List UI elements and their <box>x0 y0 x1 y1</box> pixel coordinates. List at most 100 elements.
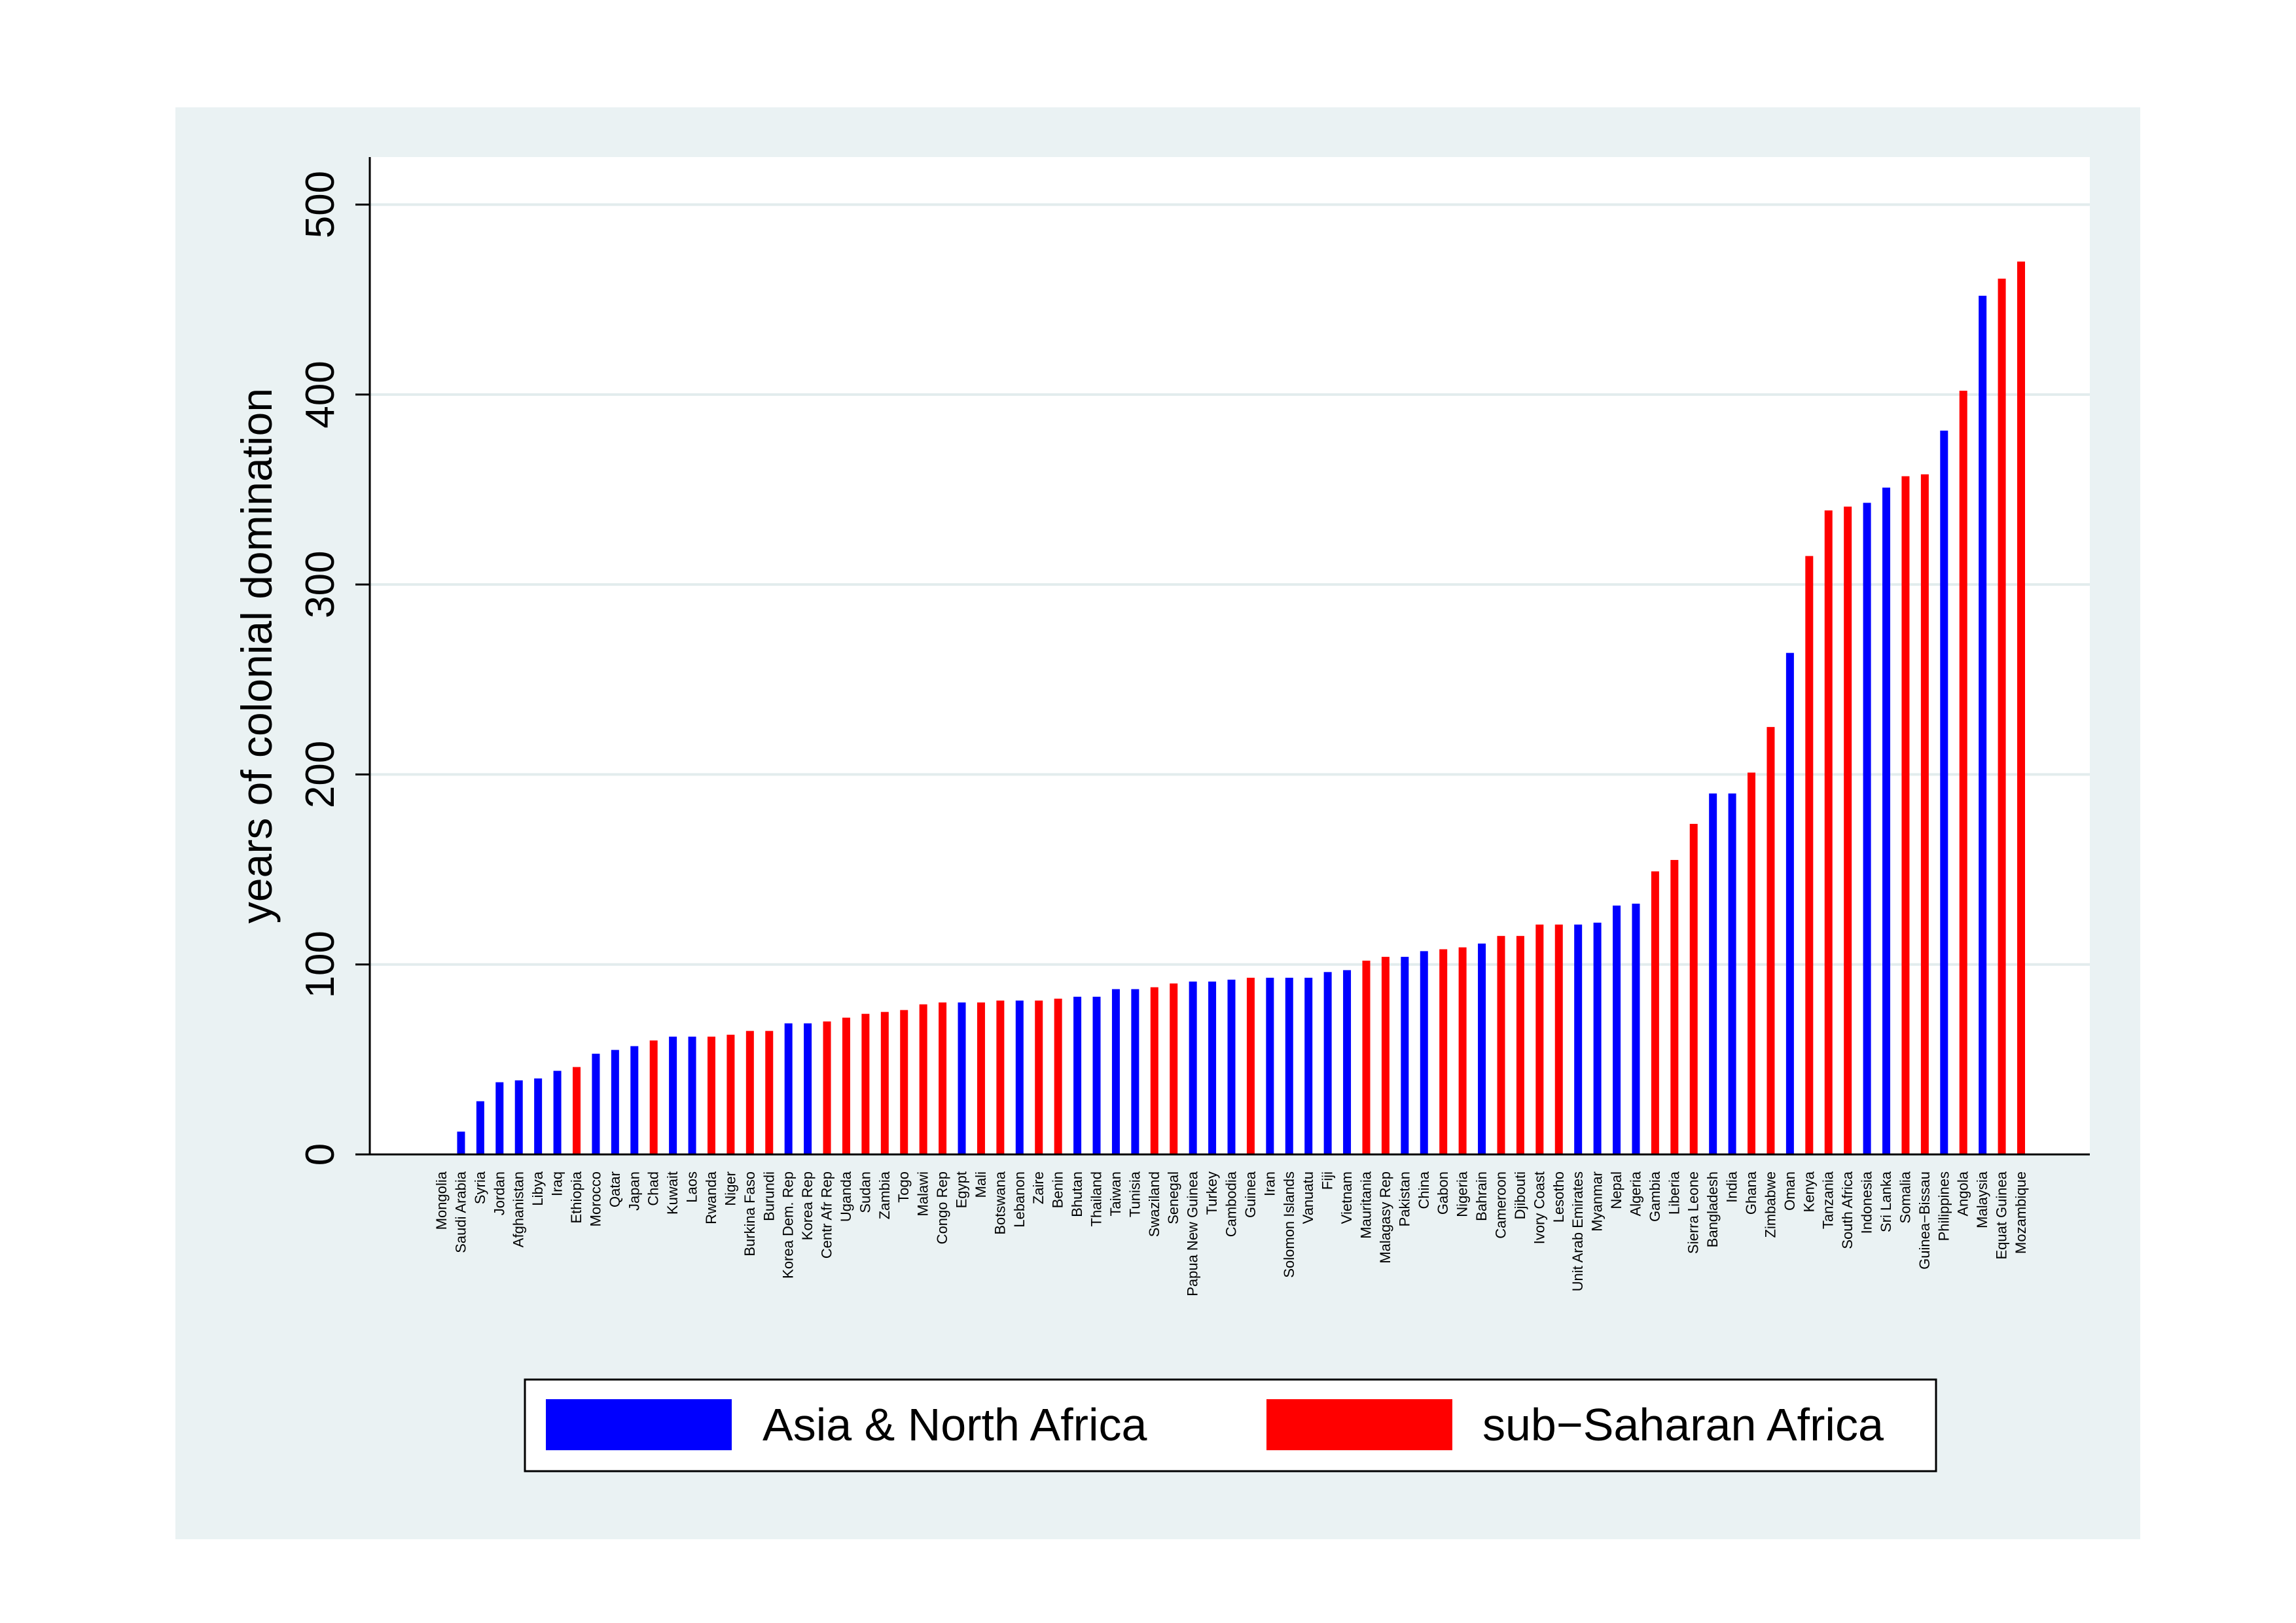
bar <box>784 1023 793 1154</box>
x-tick-label: Sri Lanka <box>1878 1171 1894 1232</box>
y-axis-title: years of colonial domination <box>232 388 281 923</box>
bar <box>1478 943 1486 1154</box>
x-tick-label: Mali <box>973 1171 989 1198</box>
bar <box>823 1021 831 1154</box>
x-tick-label: Iran <box>1261 1171 1278 1196</box>
x-tick-label: Senegal <box>1165 1171 1181 1224</box>
legend: Asia & North Africa sub−Saharan Africa <box>524 1378 1937 1472</box>
bar <box>919 1004 927 1154</box>
x-tick-label: Tanzania <box>1820 1171 1837 1229</box>
bar <box>996 1000 1005 1154</box>
bar <box>1054 998 1062 1154</box>
bar <box>900 1010 908 1154</box>
x-tick-label: Burkina Faso <box>742 1171 758 1257</box>
x-tick-label: Niger <box>722 1171 738 1206</box>
x-tick-label: Gabon <box>1435 1171 1451 1215</box>
bar <box>1035 1000 1043 1154</box>
x-tick-label: Zimbabwe <box>1762 1171 1778 1238</box>
x-tick-label: Uganda <box>838 1171 854 1222</box>
x-tick-label: Myanmar <box>1589 1171 1605 1232</box>
bar <box>553 1071 562 1154</box>
x-tick-label: Sudan <box>857 1171 873 1213</box>
y-tick-label: 100 <box>298 931 343 998</box>
x-tick-label: Tunisia <box>1126 1171 1143 1217</box>
x-tick-label: Congo Rep <box>934 1171 950 1244</box>
bar <box>1632 903 1640 1154</box>
bar <box>1613 905 1621 1154</box>
bar <box>1863 503 1871 1154</box>
x-tick-label: Benin <box>1050 1171 1066 1208</box>
bar <box>1285 978 1293 1154</box>
bar <box>669 1037 677 1154</box>
x-tick-label: Vanuatu <box>1300 1171 1316 1224</box>
x-tick-label: Lebanon <box>1011 1171 1028 1228</box>
x-tick-label: Guinea−Bissau <box>1916 1171 1933 1270</box>
x-tick-label: Malawi <box>915 1171 931 1216</box>
x-tick-label: Saudi Arabia <box>452 1171 469 1253</box>
bar <box>495 1082 504 1154</box>
legend-label-asia: Asia & North Africa <box>762 1399 1147 1450</box>
x-tick-label: Solomon Islands <box>1281 1171 1297 1278</box>
bar <box>1920 474 1929 1154</box>
x-tick-label: Togo <box>895 1171 912 1203</box>
bar <box>1824 510 1833 1154</box>
x-tick-label: Egypt <box>954 1171 970 1208</box>
y-axis: 0 100 200 300 400 500 <box>298 157 371 1166</box>
x-tick-label: Angola <box>1955 1171 1971 1216</box>
bar <box>1901 476 1910 1155</box>
bar <box>1401 957 1409 1154</box>
bar <box>1535 924 1544 1154</box>
bar <box>1073 997 1082 1154</box>
legend-box <box>524 1378 1937 1472</box>
x-tick-label: Sierra Leone <box>1685 1171 1702 1254</box>
x-tick-label: Cambodia <box>1223 1171 1240 1237</box>
bar <box>1940 431 1948 1154</box>
bar <box>1439 949 1448 1154</box>
bar <box>977 1002 985 1154</box>
x-tick-label: Chad <box>645 1171 662 1206</box>
bar <box>1208 981 1217 1154</box>
bar <box>1748 772 1756 1154</box>
x-tick-label: India <box>1724 1171 1740 1202</box>
x-tick-label: Ghana <box>1743 1171 1759 1215</box>
bar <box>1111 989 1120 1154</box>
bars <box>457 261 2025 1155</box>
bar <box>611 1050 619 1154</box>
x-tick-label: Zaire <box>1030 1171 1047 1204</box>
bar <box>1689 823 1698 1154</box>
x-tick-label: Nigeria <box>1454 1171 1471 1217</box>
bar <box>1805 556 1814 1154</box>
bar <box>1959 391 1967 1154</box>
bar <box>765 1031 774 1154</box>
bar <box>1516 936 1524 1154</box>
bar <box>1381 957 1390 1154</box>
x-tick-label: Fiji <box>1319 1171 1336 1190</box>
bar <box>1015 1000 1024 1154</box>
bar <box>1362 960 1371 1154</box>
x-tick-label: Guinea <box>1242 1171 1259 1218</box>
y-tick-label: 300 <box>298 550 343 618</box>
bar <box>1979 295 1987 1154</box>
bar <box>649 1040 658 1154</box>
gridlines <box>370 203 2090 966</box>
bar <box>1170 983 1178 1154</box>
bar <box>457 1132 465 1154</box>
bar <box>1323 972 1332 1154</box>
bar <box>1092 997 1101 1154</box>
y-tick-label: 400 <box>298 361 343 428</box>
x-tick-label: Mauritania <box>1357 1171 1374 1238</box>
bar <box>1844 507 1852 1154</box>
x-tick-label: Indonesia <box>1859 1171 1875 1234</box>
x-tick-label: Pakistan <box>1396 1171 1412 1226</box>
bar <box>688 1037 696 1154</box>
bar <box>592 1054 600 1154</box>
bar <box>1593 922 1602 1154</box>
bar <box>1266 978 1274 1154</box>
x-tick-label: Liberia <box>1666 1171 1682 1215</box>
bar <box>2017 261 2025 1154</box>
x-tick-label: China <box>1416 1171 1432 1209</box>
x-tick-label: Morocco <box>587 1171 603 1226</box>
bar <box>958 1002 966 1154</box>
x-tick-label: Nepal <box>1608 1171 1624 1209</box>
